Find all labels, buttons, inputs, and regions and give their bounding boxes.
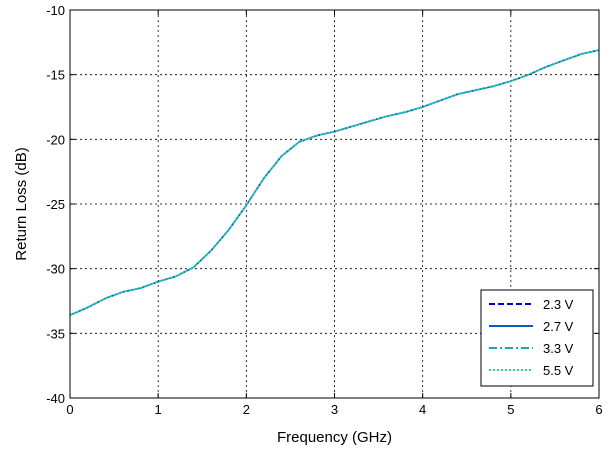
legend: 2.3 V 2.7 V 3.3 V 5.5 V (480, 289, 594, 387)
legend-label: 2.3 V (543, 297, 574, 312)
y-tick-label: -40 (46, 391, 65, 406)
x-tick-label: 3 (331, 402, 338, 417)
series-line-3-3-V (69, 49, 600, 316)
y-tick-label: -20 (46, 132, 65, 147)
y-tick-label: -35 (46, 326, 65, 341)
x-tick-label: 6 (595, 402, 602, 417)
x-tick-label: 2 (243, 402, 250, 417)
y-axis-label: Return Loss (dB) (13, 147, 30, 260)
x-tick-label: 5 (507, 402, 514, 417)
legend-label: 5.5 V (543, 363, 574, 378)
x-tick-label: 0 (66, 402, 73, 417)
legend-label: 2.7 V (543, 319, 574, 334)
x-tick-label: 1 (155, 402, 162, 417)
y-tick-label: -25 (46, 197, 65, 212)
legend-box (480, 289, 594, 387)
y-tick-label: -30 (46, 262, 65, 277)
y-tick-label: -10 (46, 3, 65, 18)
axis-ticks: 0 1 2 3 4 5 6 -40 -35 -30 -25 -20 -15 -10 (46, 3, 602, 417)
x-axis-label: Frequency (GHz) (277, 429, 392, 446)
y-tick-label: -15 (46, 68, 65, 83)
legend-label: 3.3 V (543, 341, 574, 356)
x-tick-label: 4 (419, 402, 426, 417)
series-lines (69, 49, 600, 316)
